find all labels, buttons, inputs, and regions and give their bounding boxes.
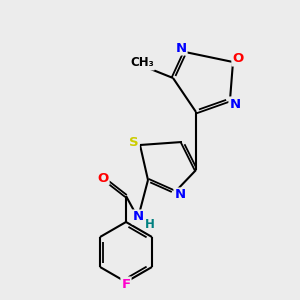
Text: F: F [122,278,130,290]
Text: S: S [129,136,139,148]
Text: CH₃: CH₃ [130,56,154,70]
Text: N: N [132,211,144,224]
Text: N: N [230,98,241,110]
Text: O: O [98,172,109,184]
Text: N: N [176,41,187,55]
Text: O: O [232,52,244,65]
Text: N: N [174,188,186,202]
Text: H: H [145,218,155,232]
